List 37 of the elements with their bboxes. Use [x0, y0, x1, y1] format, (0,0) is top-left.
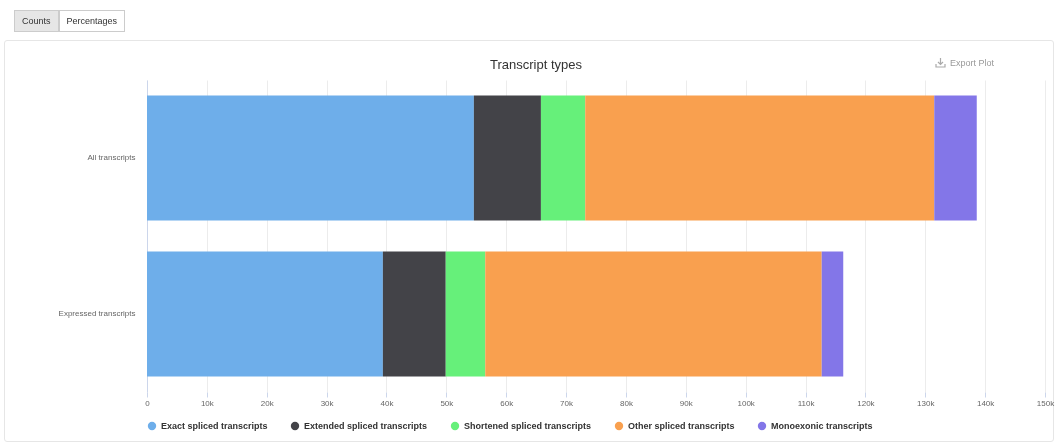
- x-tick-label: 40k: [380, 398, 395, 408]
- bar: [934, 95, 977, 221]
- bar: [585, 95, 935, 221]
- bar: [485, 251, 822, 377]
- bar: [540, 95, 586, 221]
- bar: [147, 251, 383, 377]
- bar: [821, 251, 844, 377]
- x-tick-label: 140k: [976, 398, 996, 408]
- x-tick-label: 100k: [737, 398, 756, 408]
- x-tick-label: 80k: [619, 398, 634, 408]
- legend-label: Extended spliced transcripts: [304, 421, 428, 431]
- legend-label: Monoexonic transcripts: [771, 421, 873, 431]
- x-tick-label: 10k: [200, 398, 215, 408]
- legend-label: Exact spliced transcripts: [161, 421, 268, 431]
- chart-title: Transcript types: [490, 57, 583, 72]
- legend-label: Shortened spliced transcripts: [464, 421, 592, 431]
- x-tick-label: 150k: [1036, 398, 1056, 408]
- y-tick-label: All transcripts: [87, 153, 136, 162]
- x-tick-label: 120k: [857, 398, 876, 408]
- x-tick-label: 30k: [320, 398, 335, 408]
- bar: [473, 95, 541, 221]
- bar: [445, 251, 486, 377]
- x-tick-label: 130k: [917, 398, 936, 408]
- text: Counts: [14, 10, 59, 32]
- x-tick-label: 0: [145, 398, 151, 408]
- text: Export Plot: [950, 58, 995, 68]
- y-tick-label: Expressed transcripts: [58, 309, 136, 318]
- x-tick-label: 70k: [560, 398, 575, 408]
- x-tick-label: 50k: [440, 398, 455, 408]
- x-tick-label: 60k: [500, 398, 515, 408]
- x-tick-label: 110k: [797, 398, 816, 408]
- bar: [147, 95, 474, 221]
- legend-label: Other spliced transcripts: [628, 421, 735, 431]
- text: Percentages: [58, 10, 126, 32]
- bar: [382, 251, 446, 377]
- x-tick-label: 20k: [260, 398, 275, 408]
- x-tick-label: 90k: [679, 398, 694, 408]
